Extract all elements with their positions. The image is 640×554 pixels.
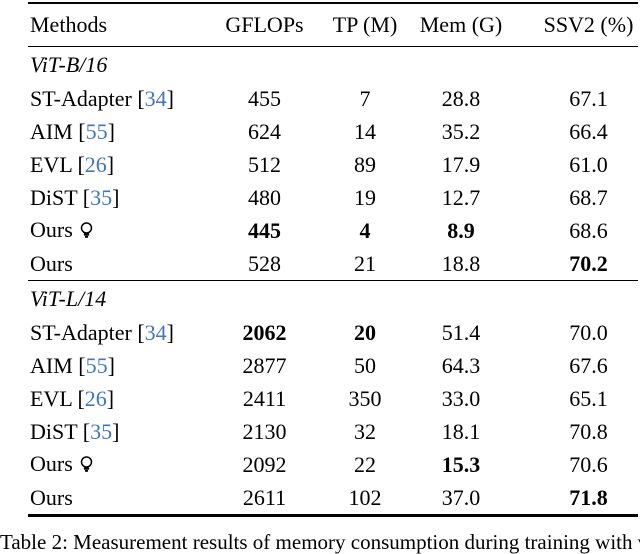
citation-link[interactable]: [26]: [77, 151, 115, 177]
col-header-ssv2: SSV2 (%): [543, 12, 634, 37]
table-row-ours: Ours 528 21 18.8 70.2: [28, 247, 638, 281]
method-name: ST-Adapter: [30, 319, 132, 345]
section-header-vit-l14: ViT-L/14: [28, 281, 638, 317]
cell-gflops: 2411: [242, 385, 287, 411]
lightbulb-icon: [80, 453, 93, 479]
method-name: Ours: [30, 450, 73, 476]
cell-tp: 50: [354, 352, 376, 378]
cell-ssv2: 68.6: [569, 217, 608, 243]
section-header-vit-b16: ViT-B/16: [28, 47, 638, 83]
cell-tp: 32: [354, 418, 376, 444]
section-label: ViT-L/14: [30, 285, 107, 311]
cell-ssv2: 65.1: [569, 385, 608, 411]
table-row-ours-lite: Ours 2092 22 15.3 70.6: [28, 448, 638, 481]
cell-mem: 8.9: [447, 217, 475, 243]
section-label: ViT-B/16: [30, 51, 108, 77]
method-name: EVL: [30, 151, 72, 177]
table-caption: Table 2: Measurement results of memory c…: [0, 530, 640, 554]
results-table-container: Methods GFLOPs TP (M) Mem (G) SSV2 (%) V…: [28, 2, 638, 517]
cell-gflops: 445: [248, 217, 281, 243]
cell-gflops: 2092: [242, 451, 287, 477]
cell-tp: 22: [354, 451, 376, 477]
citation-link[interactable]: [34]: [137, 319, 174, 345]
citation-link[interactable]: [55]: [78, 118, 115, 144]
cell-tp: 21: [354, 250, 376, 276]
cell-tp: 4: [359, 217, 371, 243]
method-name: AIM: [30, 352, 73, 378]
cell-ssv2: 70.6: [569, 451, 608, 477]
cell-tp: 14: [354, 118, 376, 144]
method-name: ST-Adapter: [30, 85, 132, 111]
cell-mem: 35.2: [441, 118, 481, 144]
results-table: Methods GFLOPs TP (M) Mem (G) SSV2 (%) V…: [28, 2, 638, 517]
cell-ssv2: 61.0: [569, 151, 608, 177]
col-header-gflops: GFLOPs: [225, 12, 304, 37]
cell-mem: 12.7: [441, 184, 481, 210]
method-name: DiST: [30, 184, 78, 210]
cell-mem: 17.9: [441, 151, 481, 177]
table-row-ours-lite: Ours 445 4 8.9 68.6: [28, 214, 638, 247]
lightbulb-icon: [80, 219, 93, 245]
citation-link[interactable]: [34]: [137, 85, 174, 111]
cell-mem: 51.4: [441, 319, 481, 345]
cell-ssv2: 67.6: [569, 352, 608, 378]
cell-tp: 7: [359, 85, 371, 111]
cell-ssv2: 71.8: [569, 484, 608, 510]
cell-ssv2: 66.4: [569, 118, 608, 144]
method-name: Ours: [30, 250, 73, 276]
col-header-mem: Mem (G): [419, 12, 503, 37]
table-header: Methods GFLOPs TP (M) Mem (G) SSV2 (%): [28, 3, 638, 47]
cell-gflops: 2877: [242, 352, 287, 378]
cell-gflops: 528: [248, 250, 281, 276]
method-name: AIM: [30, 118, 73, 144]
cell-ssv2: 70.2: [569, 250, 608, 276]
citation-link[interactable]: [55]: [78, 352, 115, 378]
cell-gflops: 2611: [242, 484, 287, 510]
cell-ssv2: 70.0: [569, 319, 608, 345]
method-name: DiST: [30, 418, 78, 444]
method-name: EVL: [30, 385, 72, 411]
section-vit-l14: ViT-L/14 ST-Adapter [34] 2062 20 51.4 70…: [28, 281, 638, 516]
cell-mem: 28.8: [441, 85, 481, 111]
table-row: DiST [35] 2130 32 18.1 70.8: [28, 415, 638, 448]
citation-link[interactable]: [26]: [77, 385, 115, 411]
header-row: Methods GFLOPs TP (M) Mem (G) SSV2 (%): [28, 3, 638, 47]
table-row: ST-Adapter [34] 455 7 28.8 67.1: [28, 82, 638, 115]
section-vit-b16: ViT-B/16 ST-Adapter [34] 455 7 28.8 67.1…: [28, 47, 638, 281]
method-name: Ours: [30, 216, 73, 242]
cell-gflops: 512: [248, 151, 281, 177]
table-row-ours: Ours 2611 102 37.0 71.8: [28, 481, 638, 516]
cell-tp: 89: [354, 151, 376, 177]
table-row: ST-Adapter [34] 2062 20 51.4 70.0: [28, 316, 638, 349]
cell-tp: 102: [348, 484, 382, 510]
table-row: AIM [55] 2877 50 64.3 67.6: [28, 349, 638, 382]
cell-tp: 19: [354, 184, 376, 210]
table-row: EVL [26] 2411 350 33.0 65.1: [28, 382, 638, 415]
cell-gflops: 624: [248, 118, 281, 144]
cell-gflops: 455: [248, 85, 281, 111]
cell-tp: 20: [354, 319, 376, 345]
citation-link[interactable]: [35]: [82, 418, 120, 444]
cell-mem: 64.3: [441, 352, 481, 378]
cell-ssv2: 70.8: [569, 418, 608, 444]
cell-tp: 350: [348, 385, 382, 411]
col-header-tp: TP (M): [332, 12, 398, 37]
cell-gflops: 2130: [242, 418, 287, 444]
cell-mem: 33.0: [441, 385, 481, 411]
method-name: Ours: [30, 484, 73, 510]
cell-mem: 37.0: [441, 484, 481, 510]
cell-ssv2: 67.1: [569, 85, 608, 111]
cell-mem: 15.3: [441, 451, 481, 477]
citation-link[interactable]: [35]: [82, 184, 120, 210]
cell-mem: 18.8: [441, 250, 481, 276]
cell-mem: 18.1: [441, 418, 481, 444]
cell-ssv2: 68.7: [569, 184, 608, 210]
cell-gflops: 480: [248, 184, 281, 210]
col-header-methods: Methods: [30, 12, 107, 37]
cell-gflops: 2062: [242, 319, 287, 345]
table-row: EVL [26] 512 89 17.9 61.0: [28, 148, 638, 181]
table-row: AIM [55] 624 14 35.2 66.4: [28, 115, 638, 148]
table-row: DiST [35] 480 19 12.7 68.7: [28, 181, 638, 214]
